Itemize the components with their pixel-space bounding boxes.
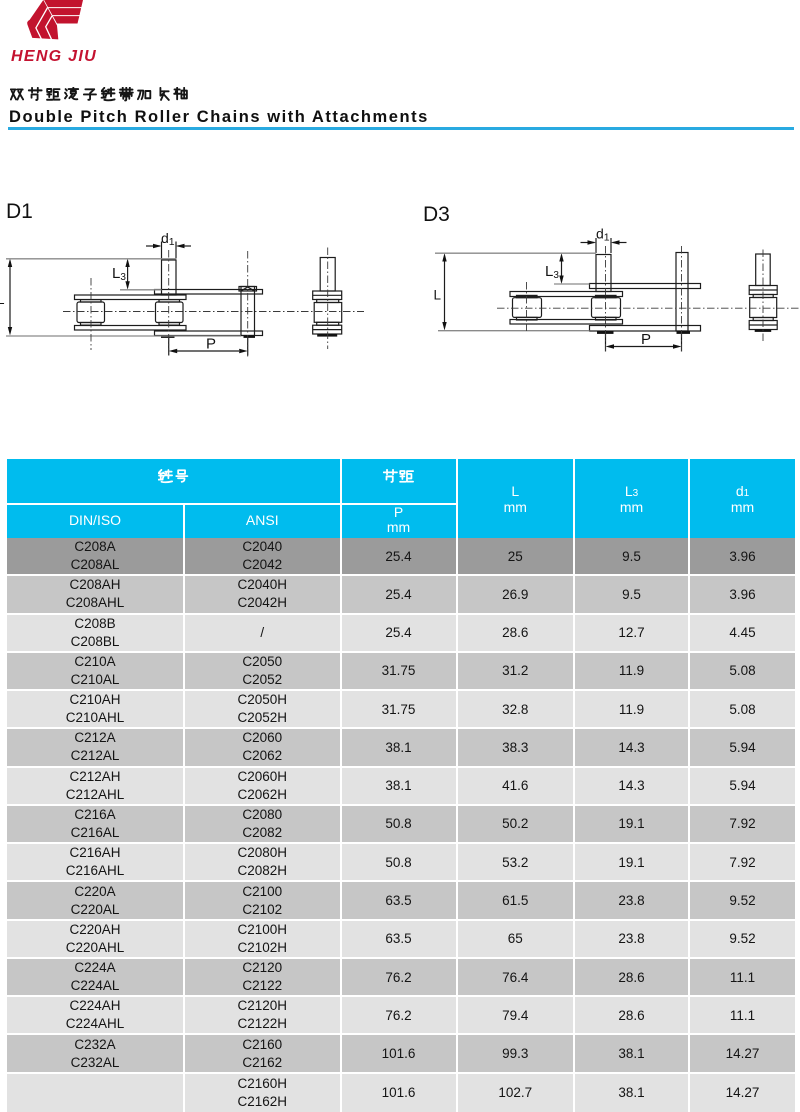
svg-text:P: P bbox=[641, 331, 651, 348]
svg-text:L3: L3 bbox=[545, 263, 559, 281]
svg-text:L3: L3 bbox=[112, 265, 126, 283]
svg-text:L: L bbox=[0, 292, 5, 307]
svg-text:P: P bbox=[206, 336, 216, 353]
svg-text:L: L bbox=[434, 288, 442, 303]
svg-text:d1: d1 bbox=[161, 230, 175, 248]
svg-text:d1: d1 bbox=[596, 226, 610, 244]
